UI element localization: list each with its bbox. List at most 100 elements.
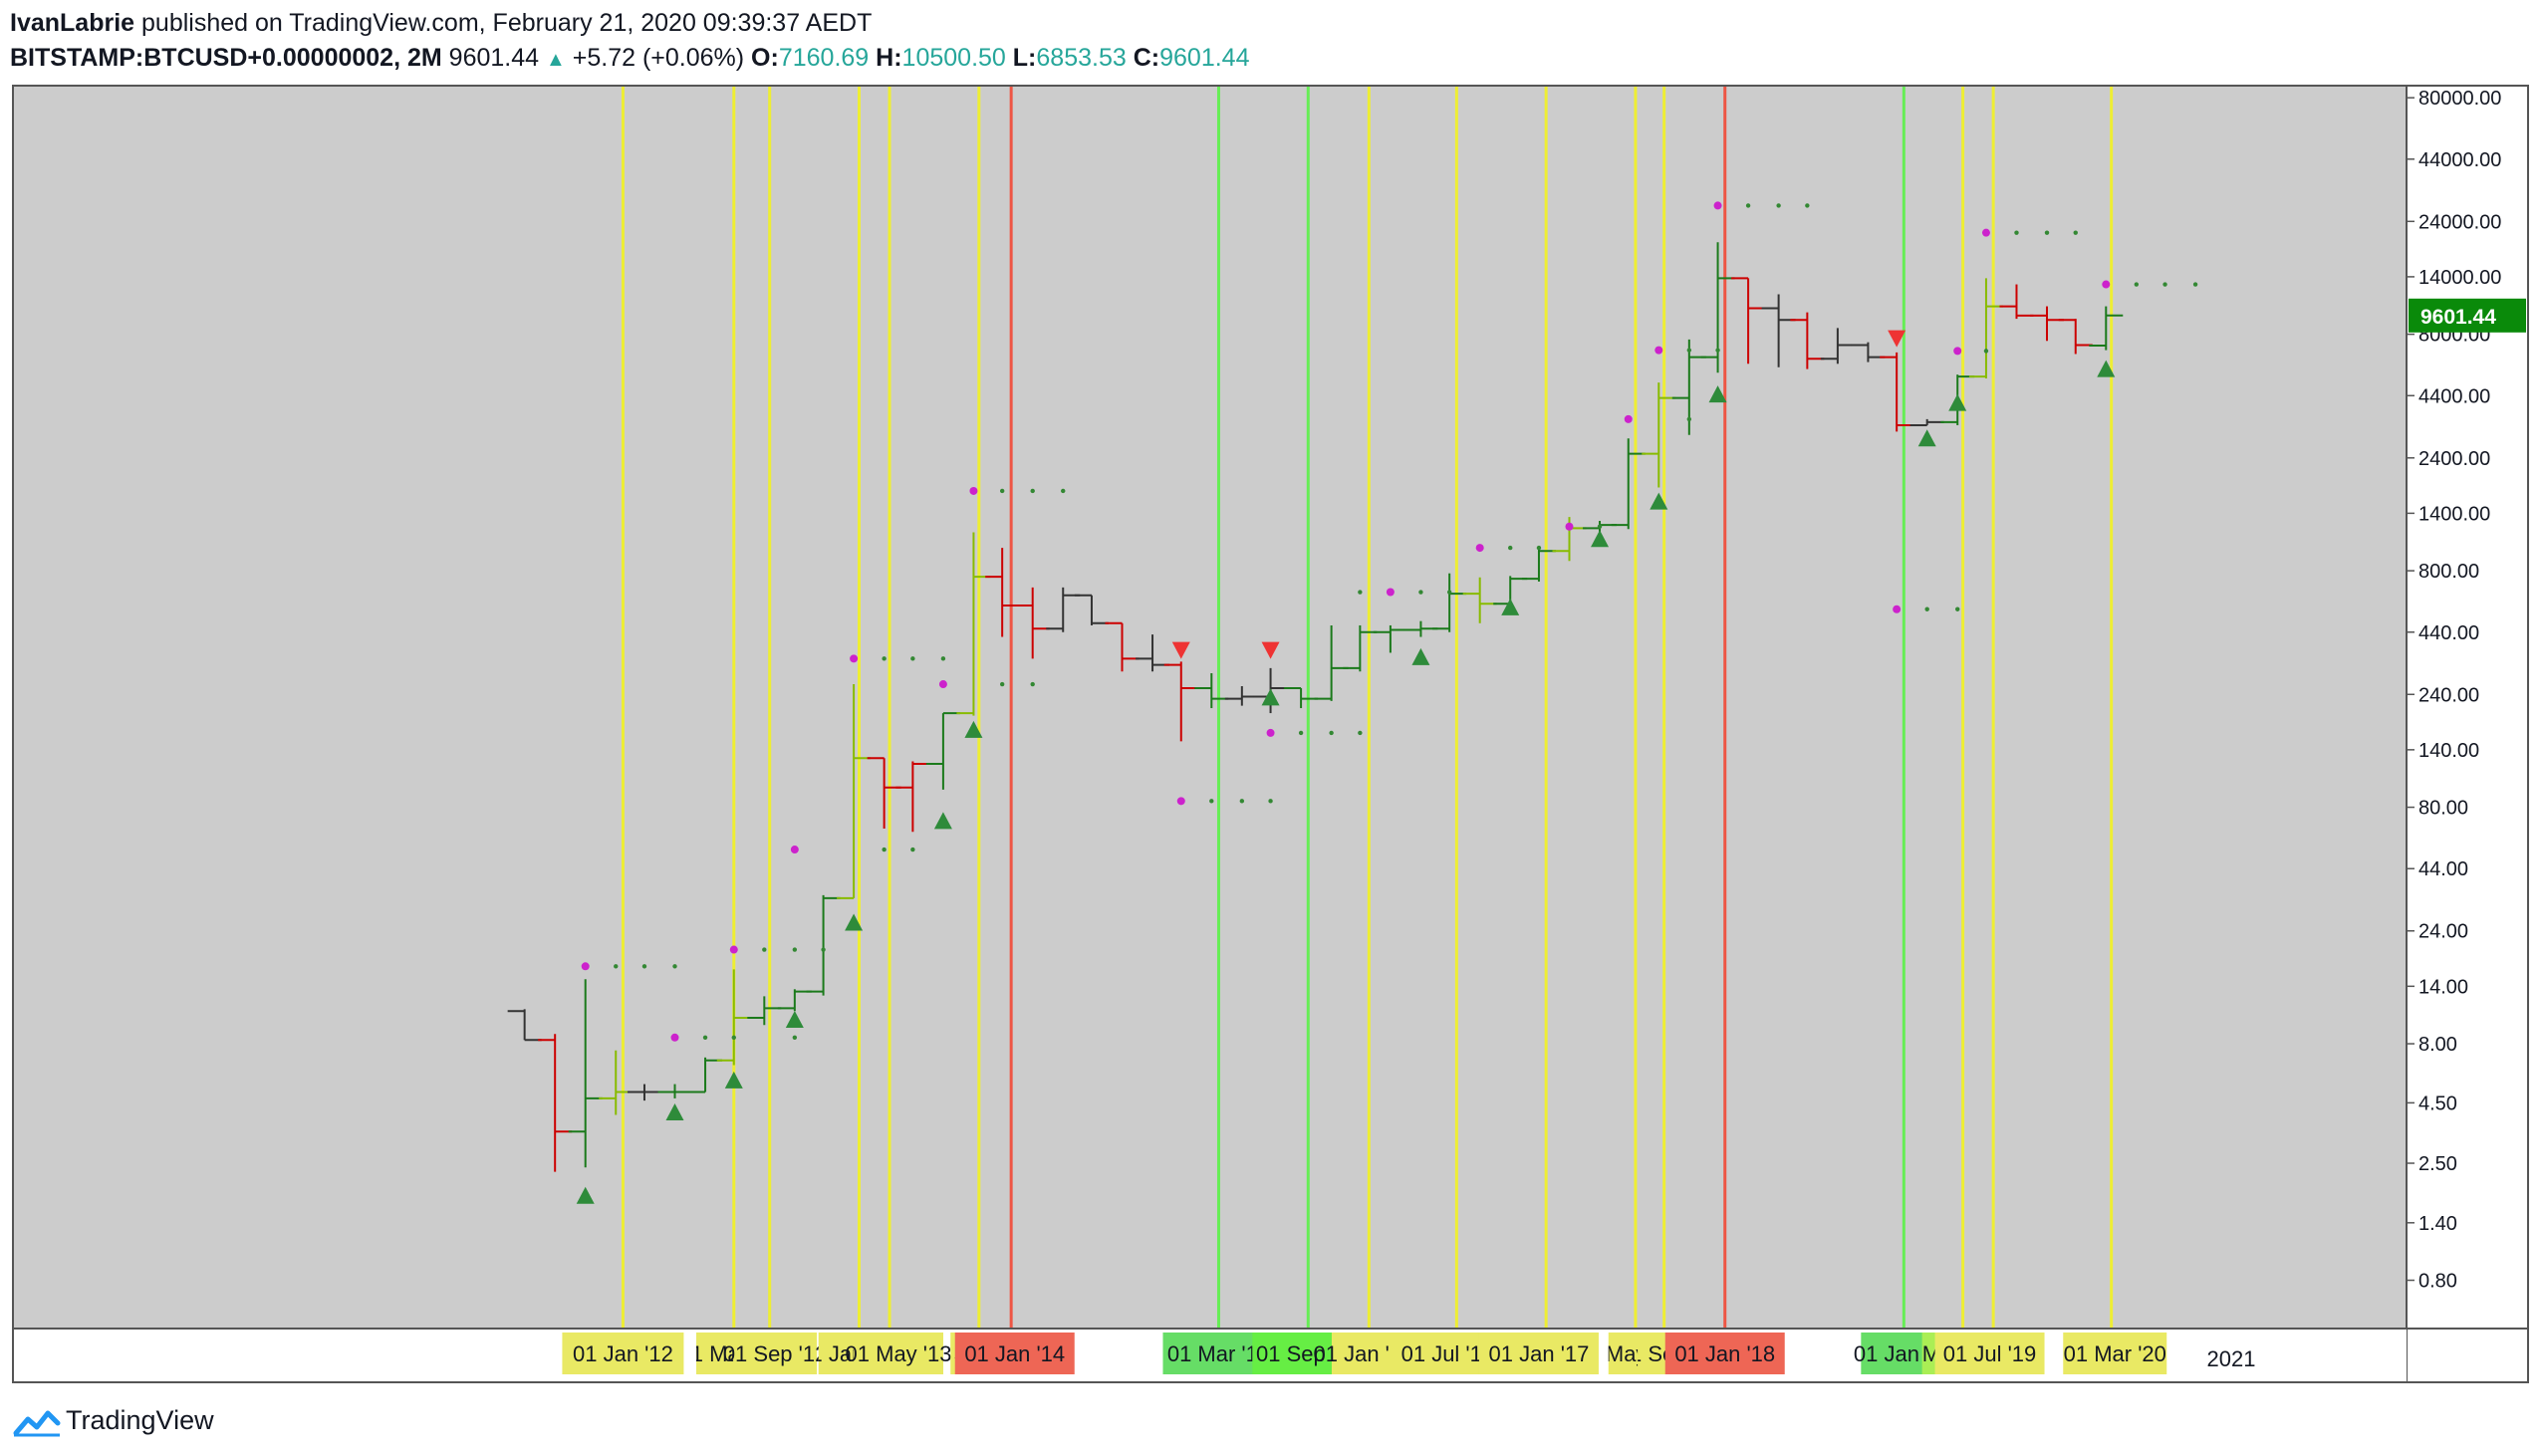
green-dot-19	[1209, 799, 1214, 804]
magenta-dot-11	[1565, 522, 1574, 531]
price-axis[interactable]	[2407, 86, 2528, 1329]
green-dot-42	[2073, 230, 2078, 235]
y-tick-label-13: 1400.00	[2418, 503, 2490, 525]
publish-info: IvanLabrie published on TradingView.com,…	[10, 6, 872, 40]
brand-name: TradingView	[66, 1405, 214, 1435]
last-price-marker: 9601.44	[2409, 298, 2526, 333]
up-triangle-12	[1708, 385, 1727, 403]
vertical-lines	[621, 86, 2114, 1329]
magenta-dot-0	[581, 962, 590, 971]
close-label: C:	[1133, 44, 1160, 72]
up-triangle-4	[845, 913, 864, 931]
y-tick-label-4: 8.00	[2418, 1034, 2457, 1056]
green-dot-5	[792, 947, 798, 952]
green-dot-8	[821, 947, 826, 952]
price-axis-ticks: 0.80 1.40 2.50 4.50 8.00 14.00 24.00 44.00 80.00…	[2407, 88, 2501, 1293]
green-dot-2	[672, 964, 677, 969]
author-name: IvanLabrie	[10, 9, 135, 37]
green-dot-37	[1924, 607, 1929, 611]
x-label-11: 01 Jan '17	[1478, 1333, 1599, 1374]
green-dot-27	[1358, 590, 1363, 595]
svg-text:01 Mar '20: 01 Mar '20	[2064, 1341, 2166, 1366]
magenta-dot-5	[938, 680, 947, 689]
green-dot-31	[1686, 416, 1692, 422]
svg-text:01 Jan '18: 01 Jan '18	[1674, 1341, 1775, 1366]
y-tick-label-20: 80000.00	[2418, 88, 2501, 110]
x-label-9: 01 Jan '16	[1314, 1333, 1413, 1374]
y-tick-label-9: 140.00	[2418, 740, 2479, 762]
green-dot-16	[1061, 488, 1066, 494]
low-value: 6853.53	[1036, 44, 1127, 72]
y-tick-label-0: 0.80	[2418, 1271, 2457, 1293]
last-price-badge-text: 9601.44	[2420, 306, 2496, 329]
green-dot-34	[1776, 203, 1781, 208]
tradingview-logo[interactable]: TradingView	[12, 1402, 214, 1438]
green-dot-43	[2134, 282, 2140, 287]
up-triangle-7	[1261, 688, 1280, 706]
magenta-dot-2	[729, 945, 738, 954]
up-triangle-15	[2097, 360, 2116, 377]
symbol-label: BITSTAMP:BTCUSD+0.00000002, 2M	[10, 44, 442, 72]
up-triangle-1	[665, 1102, 684, 1120]
green-dot-29	[1536, 545, 1542, 551]
svg-text:01 Jul '16: 01 Jul '16	[1401, 1341, 1495, 1366]
y-tick-label-2: 2.50	[2418, 1153, 2457, 1175]
green-dot-10	[910, 656, 915, 661]
green-dot-40	[2014, 230, 2019, 235]
green-dot-36	[1715, 348, 1720, 353]
y-tick-label-19: 44000.00	[2418, 149, 2501, 171]
green-dot-0	[614, 964, 619, 969]
magenta-dot-12	[1624, 414, 1633, 423]
legend-line: BITSTAMP:BTCUSD+0.00000002, 2M 9601.44 ▲…	[10, 41, 1249, 75]
ohlc-bars	[507, 242, 2124, 1172]
x-label-0: 01 Jan '12	[562, 1333, 684, 1374]
y-tick-label-5: 14.00	[2418, 976, 2468, 998]
green-dot-12	[882, 847, 887, 852]
green-dot-22	[1298, 730, 1304, 736]
green-dot-21	[1268, 799, 1273, 804]
x-year-label-0: 2021	[2207, 1346, 2256, 1371]
green-dot-17	[999, 681, 1005, 687]
green-dot-38	[1955, 607, 1960, 611]
plot-area[interactable]	[13, 86, 2407, 1329]
x-label-2: 01 Sep '12	[723, 1333, 828, 1374]
high-label: H:	[876, 44, 902, 72]
y-tick-label-1: 1.40	[2418, 1213, 2457, 1235]
green-dot-41	[2044, 230, 2050, 235]
green-dot-23	[1329, 730, 1334, 736]
y-tick-label-7: 44.00	[2418, 858, 2468, 880]
indicator-dots	[581, 201, 2198, 1042]
green-dot-44	[2162, 282, 2167, 287]
green-dot-4	[762, 947, 767, 952]
green-dot-28	[1508, 545, 1513, 551]
high-value: 10500.50	[901, 44, 1006, 72]
svg-text:01 Sep '12: 01 Sep '12	[723, 1341, 828, 1366]
down-triangle-2	[1888, 330, 1906, 348]
green-dot-14	[999, 488, 1005, 494]
y-tick-label-6: 24.00	[2418, 921, 2468, 943]
green-dot-35	[1805, 203, 1810, 208]
green-dot-33	[1745, 203, 1751, 208]
green-dot-45	[2192, 282, 2198, 287]
green-dot-39	[1983, 349, 1989, 354]
up-triangle-14	[1948, 393, 1967, 411]
green-dot-20	[1239, 799, 1245, 804]
x-label-18: 01 Mar '20	[2063, 1333, 2167, 1374]
price-change: +5.72 (+0.06%)	[572, 44, 745, 72]
ohlc-bar-53	[2089, 306, 2124, 351]
magenta-dot-1	[670, 1033, 679, 1042]
low-label: L:	[1012, 44, 1037, 72]
y-tick-label-15: 4400.00	[2418, 385, 2490, 407]
green-dot-24	[1358, 730, 1363, 736]
svg-text:01 Jan '12: 01 Jan '12	[573, 1341, 673, 1366]
close-value: 9601.44	[1159, 44, 1250, 72]
signal-triangles	[576, 330, 2116, 1204]
magenta-dot-17	[1981, 228, 1990, 237]
magenta-dot-10	[1475, 544, 1484, 553]
y-tick-label-18: 24000.00	[2418, 211, 2501, 233]
green-dot-9	[882, 656, 887, 661]
open-label: O:	[751, 44, 779, 72]
green-dot-32	[1686, 348, 1692, 353]
